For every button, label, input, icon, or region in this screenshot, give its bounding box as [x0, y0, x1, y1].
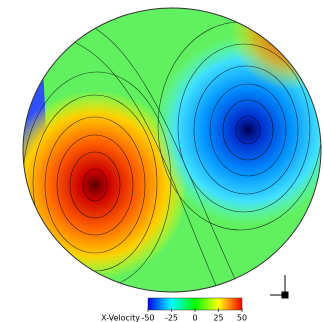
domain-outline — [22, 7, 322, 293]
colorbar-tick-label: -25 — [165, 314, 178, 322]
colorbar-label: X-Velocity — [101, 314, 140, 322]
colorbar-tick-label: -50 — [141, 314, 154, 322]
axis-triad — [270, 275, 289, 299]
colorbar-tick-label: 50 — [237, 314, 247, 322]
colorbar-tick-label: 0 — [192, 314, 197, 322]
colorbar-tick-label: 25 — [213, 314, 223, 322]
